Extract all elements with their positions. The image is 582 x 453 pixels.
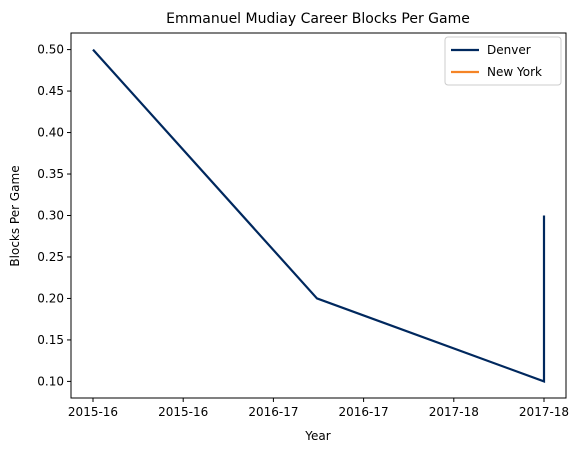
legend-label: New York [487, 65, 542, 79]
y-tick-label: 0.40 [37, 126, 64, 140]
y-tick-label: 0.25 [37, 250, 64, 264]
y-tick-label: 0.50 [37, 43, 64, 57]
x-tick-label: 2016-17 [248, 405, 298, 419]
x-tick-label: 2017-18 [429, 405, 479, 419]
x-axis-title: Year [304, 429, 330, 443]
y-tick-label: 0.45 [37, 84, 64, 98]
y-tick-label: 0.35 [37, 167, 64, 181]
legend: Denver New York [444, 36, 562, 86]
series-line-denver [92, 48, 546, 383]
chart-title: Emmanuel Mudiay Career Blocks Per Game [166, 11, 470, 27]
x-tick-label: 2017-18 [519, 405, 569, 419]
y-tick-label: 0.30 [37, 209, 64, 223]
y-tick-label: 0.10 [37, 374, 64, 388]
y-tick-label: 0.20 [37, 291, 64, 305]
y-axis-title: Blocks Per Game [8, 165, 22, 266]
x-tick-label: 2015-16 [68, 405, 118, 419]
plot-area: 0.10 0.15 0.20 0.25 0.30 0.35 0.40 0.45 0.50 2015… [37, 32, 569, 419]
x-tick-label: 2015-16 [158, 405, 208, 419]
legend-label: Denver [487, 43, 531, 57]
y-tick-label: 0.15 [37, 333, 64, 347]
x-tick-label: 2016-17 [339, 405, 389, 419]
